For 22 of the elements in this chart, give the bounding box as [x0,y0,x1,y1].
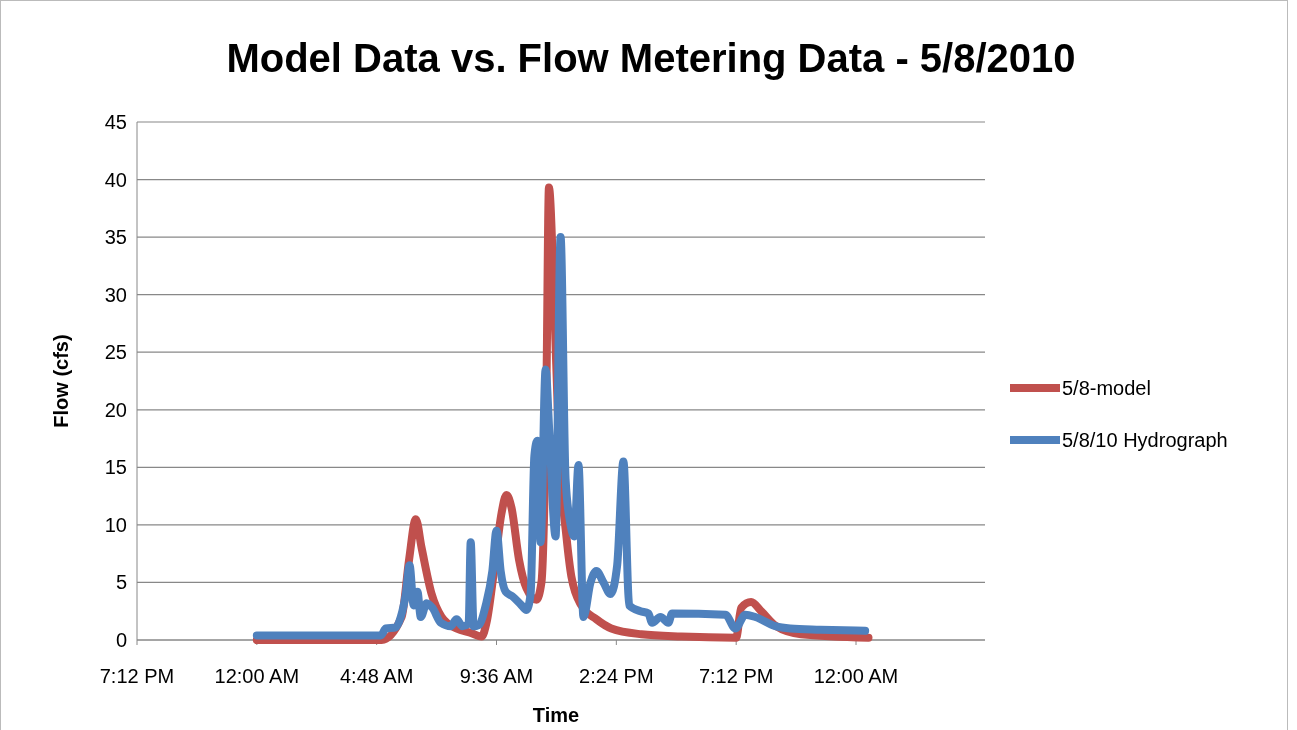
x-tick-label: 4:48 AM [339,665,414,687]
chart-title: Model Data vs. Flow Metering Data - 5/8/2010 [226,36,1076,80]
y-tick-label: 5 [115,571,127,594]
y-tick-label: 0 [115,629,127,651]
y-tick-label: 30 [104,283,127,306]
y-tick-label: 25 [104,341,127,364]
y-tick-label: 40 [104,168,127,191]
x-tick-label: 12:00 AM [813,665,899,687]
y-tick-label: 10 [104,513,127,536]
legend-label: 5/8/10 Hydrograph [1062,429,1228,451]
y-axis-title: Flow (cfs) [50,334,72,428]
y-tick-label: 20 [104,398,127,421]
x-axis-title: Time [532,704,580,726]
y-tick-label: 45 [104,111,127,133]
y-tick-label: 35 [104,226,127,249]
x-tick-label: 9:36 AM [459,665,534,687]
x-tick-label: 7:12 PM [698,665,774,687]
x-tick-label: 12:00 AM [214,665,300,687]
legend-label: 5/8-model [1062,377,1151,399]
y-tick-label: 15 [104,456,127,479]
x-tick-label: 7:12 PM [99,665,175,687]
x-tick-label: 2:24 PM [579,665,654,687]
